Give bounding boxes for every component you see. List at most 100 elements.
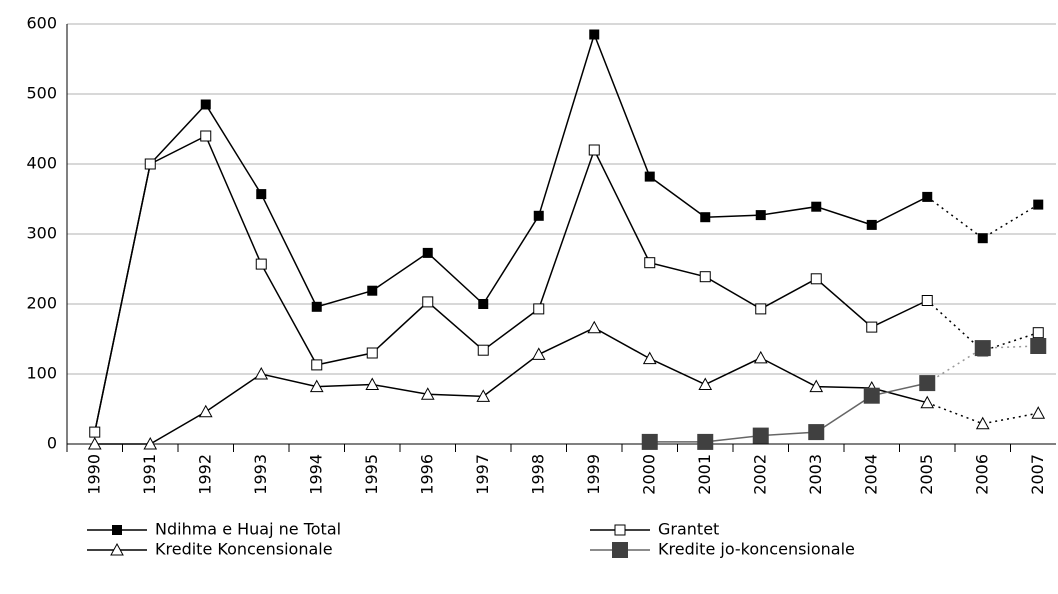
marker [422, 296, 434, 308]
x-tick-label: 1995 [362, 454, 381, 495]
marker [143, 436, 158, 450]
marker [531, 347, 546, 360]
marker [533, 210, 544, 221]
marker [755, 303, 767, 315]
marker [921, 295, 933, 306]
x-tick-label: 2001 [695, 454, 714, 495]
marker [311, 359, 323, 371]
marker [752, 427, 769, 444]
legend-item: Grantet [590, 520, 719, 539]
x-tick-label: 2005 [917, 454, 936, 495]
marker [478, 299, 489, 309]
x-tick-label: 1996 [417, 454, 436, 495]
marker [589, 29, 600, 40]
x-tick-label: 1997 [473, 454, 492, 495]
marker [700, 212, 711, 223]
marker [614, 524, 626, 536]
marker [144, 158, 156, 170]
marker [422, 247, 433, 258]
x-tick-label: 2007 [1028, 454, 1047, 495]
x-tick-label: 1998 [528, 454, 547, 495]
marker [533, 303, 545, 315]
line [94, 134, 928, 433]
marker [1031, 406, 1046, 419]
marker [753, 350, 768, 364]
marker [755, 210, 766, 221]
marker [477, 344, 489, 356]
legend-label: Kredite jo-koncensionale [658, 540, 855, 559]
legend-label: Kredite Koncensionale [155, 540, 333, 559]
legend-item: Ndihma e Huaj ne Total [87, 520, 341, 539]
y-tick-label: 400 [26, 154, 57, 173]
marker [866, 321, 878, 333]
marker [1030, 338, 1047, 354]
y-tick-label: 100 [26, 364, 57, 383]
marker [974, 340, 991, 357]
line-dotted [926, 401, 1039, 425]
legend-label: Grantet [658, 520, 719, 539]
x-tick-label: 2000 [639, 454, 658, 495]
marker [309, 379, 324, 393]
marker [644, 171, 655, 182]
line-dotted [926, 345, 1039, 384]
x-tick-label: 2004 [861, 454, 880, 495]
x-tick-label: 2003 [806, 454, 825, 495]
marker [809, 379, 824, 393]
legend-item: Kredite jo-koncensionale [590, 540, 855, 559]
line-dotted [926, 299, 1039, 352]
marker [200, 130, 212, 142]
marker [476, 389, 491, 402]
marker [1033, 199, 1044, 210]
x-tick-label: 1994 [306, 454, 325, 495]
marker [420, 387, 435, 400]
x-tick-label: 1992 [195, 454, 214, 495]
marker [808, 424, 825, 441]
x-tick-label: 2002 [750, 454, 769, 495]
marker [977, 233, 988, 244]
marker [922, 191, 933, 202]
marker [311, 301, 322, 312]
marker [588, 144, 600, 156]
x-tick-label: 1990 [84, 454, 103, 495]
legend-item: Kredite Koncensionale [87, 540, 333, 559]
marker [366, 347, 378, 359]
marker [644, 257, 656, 269]
marker [200, 99, 211, 110]
marker [256, 189, 267, 200]
marker [112, 525, 122, 535]
marker [89, 426, 101, 438]
marker [697, 433, 714, 450]
line [649, 382, 928, 443]
y-tick-label: 0 [47, 434, 57, 453]
marker [920, 395, 935, 409]
marker [810, 273, 822, 285]
marker [642, 351, 657, 365]
marker [367, 285, 378, 296]
line [94, 326, 928, 445]
marker [612, 542, 628, 558]
y-tick-label: 600 [26, 14, 57, 33]
line [94, 32, 928, 433]
marker [365, 377, 380, 390]
marker [866, 219, 877, 230]
y-tick-label: 500 [26, 84, 57, 103]
marker [198, 404, 213, 418]
marker [587, 320, 602, 334]
marker [641, 433, 658, 450]
marker [863, 387, 880, 404]
x-tick-label: 1991 [140, 454, 159, 495]
marker [255, 258, 267, 270]
x-tick-label: 2006 [972, 454, 991, 495]
marker [1032, 327, 1044, 339]
line-dotted [926, 196, 1039, 240]
marker [254, 366, 269, 380]
x-tick-label: 1999 [584, 454, 603, 495]
y-tick-label: 300 [26, 224, 57, 243]
marker [87, 436, 102, 450]
y-tick-label: 200 [26, 294, 57, 313]
marker [975, 416, 990, 430]
marker [698, 377, 713, 390]
x-tick-label: 1993 [251, 454, 270, 495]
marker [699, 271, 711, 283]
